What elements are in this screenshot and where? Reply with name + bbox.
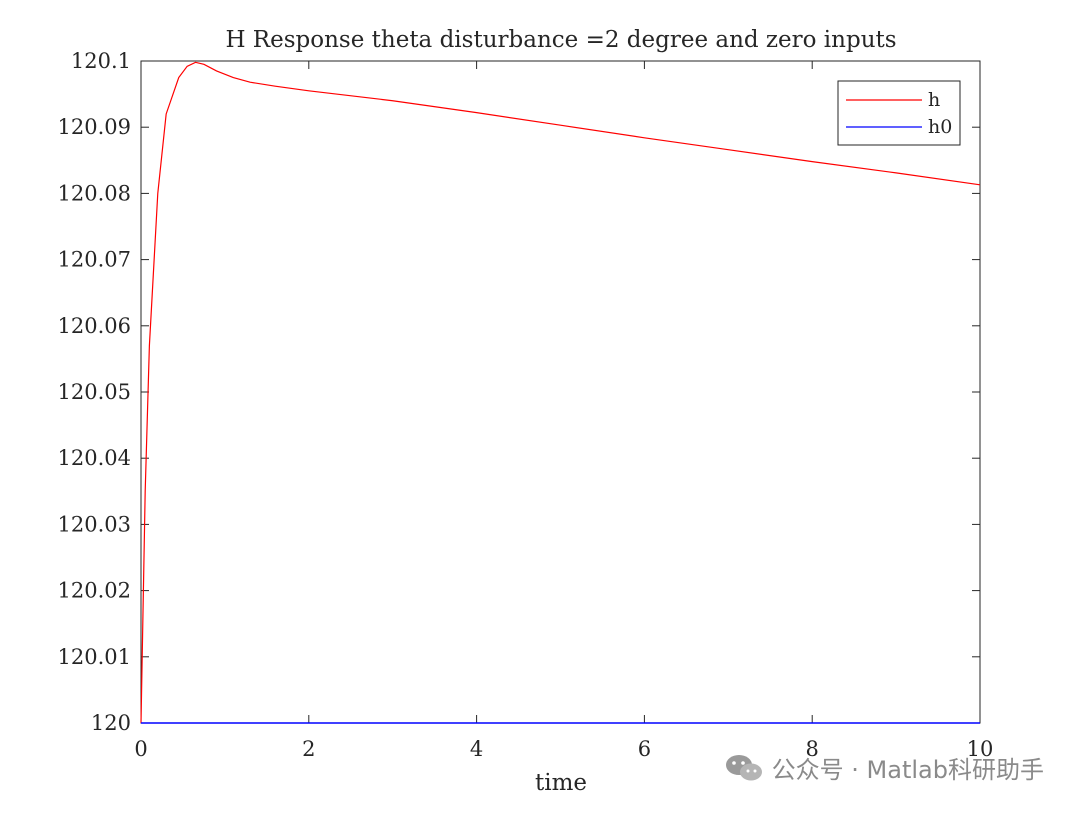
x-tick-label: 8 (806, 737, 819, 761)
y-tick-label: 120.02 (58, 579, 131, 603)
legend: h h0 (837, 80, 961, 146)
x-tick-label: 4 (470, 737, 483, 761)
x-axis-ticks: 0 2 4 6 8 10 (134, 61, 993, 761)
plot-area-frame (140, 60, 981, 724)
x-tick-label: 10 (967, 737, 994, 761)
legend-label-h0: h0 (928, 116, 952, 138)
watermark-text: 公众号 · Matlab科研助手 (771, 756, 1044, 784)
y-tick-label: 120.08 (58, 181, 131, 205)
x-axis-title: time (535, 770, 587, 796)
legend-box (837, 80, 961, 146)
y-tick-label: 120.06 (58, 314, 131, 338)
watermark: 公众号 · Matlab科研助手 (724, 750, 1044, 785)
y-axis-ticks: 120 120.01 120.02 120.03 120.04 120.05 120.06 1… (58, 49, 980, 735)
x-tick-label: 6 (638, 737, 651, 761)
y-tick-label: 120.07 (58, 248, 131, 272)
series-layer (140, 61, 981, 724)
y-tick-label: 120.1 (71, 49, 131, 73)
y-tick-label: 120 (91, 711, 131, 735)
y-tick-label: 120.09 (58, 115, 131, 139)
x-tick-label: 2 (302, 737, 315, 761)
series-line-h (140, 61, 981, 724)
legend-label-h: h (928, 89, 940, 111)
chart-title: H Response theta disturbance =2 degree a… (225, 27, 896, 53)
y-tick-label: 120.01 (58, 645, 131, 669)
y-tick-label: 120.03 (58, 512, 131, 536)
x-tick-label: 0 (134, 737, 147, 761)
wechat-icon (725, 754, 762, 780)
y-tick-label: 120.05 (58, 380, 131, 404)
y-tick-label: 120.04 (58, 446, 131, 470)
